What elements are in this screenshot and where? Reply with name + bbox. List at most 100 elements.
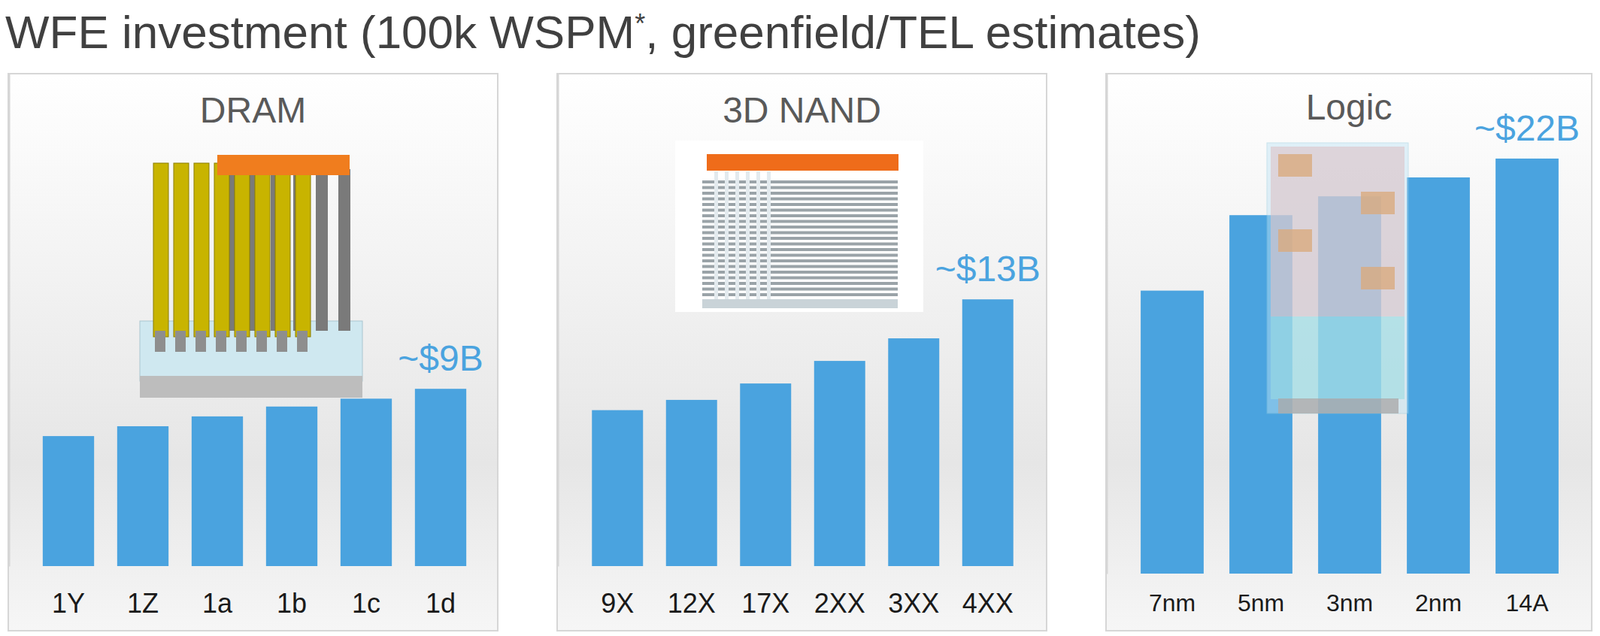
y-axis-line xyxy=(1106,74,1109,575)
illustration xyxy=(702,254,898,258)
x-tick: 1Z xyxy=(127,587,159,619)
illustration xyxy=(214,163,230,337)
illustration xyxy=(1266,142,1409,414)
panel-frame xyxy=(557,73,1047,631)
illustration xyxy=(153,163,169,337)
illustration xyxy=(702,287,898,291)
illustration xyxy=(702,293,898,297)
bars xyxy=(42,388,467,567)
x-tick: 2nm xyxy=(1415,589,1462,617)
x-tick: 4XX xyxy=(962,587,1014,619)
illustration xyxy=(706,154,899,171)
x-tick-label: 17X xyxy=(741,587,790,619)
illustration xyxy=(702,203,898,207)
illustration xyxy=(702,276,898,280)
illustration xyxy=(702,231,898,235)
illustration xyxy=(702,270,898,274)
illustration xyxy=(173,163,189,337)
main-title: WFE investment (100k WSPM*, greenfield/T… xyxy=(5,6,1201,58)
bar xyxy=(415,388,467,567)
x-tick-label: 1a xyxy=(202,587,234,619)
illustration xyxy=(276,330,288,352)
illustration xyxy=(702,242,898,246)
x-tick: 1a xyxy=(202,587,234,619)
panel-title: Logic xyxy=(1306,87,1393,128)
x-tick: 2XX xyxy=(814,587,866,619)
x-tick: 1Y xyxy=(51,587,85,619)
illustration xyxy=(702,180,898,184)
bar xyxy=(191,416,243,567)
bar xyxy=(739,383,791,567)
x-tick: 5nm xyxy=(1237,589,1285,617)
panel: Logic7nm5nm3nm2nm14A~$22B xyxy=(1106,73,1592,631)
bar xyxy=(591,410,643,567)
illustration xyxy=(702,236,898,240)
illustration xyxy=(702,281,898,285)
annotation: ~$22B xyxy=(1474,108,1580,149)
illustration xyxy=(702,265,898,269)
bar xyxy=(266,406,318,567)
illustration xyxy=(234,163,250,337)
panel-frame xyxy=(8,73,498,631)
illustration xyxy=(338,169,351,331)
bar xyxy=(887,338,940,567)
panel-frame xyxy=(1106,73,1592,631)
x-tick: 1c xyxy=(351,587,381,619)
x-tick: 7nm xyxy=(1148,589,1196,617)
illustration xyxy=(175,330,186,352)
y-axis-line xyxy=(557,74,560,567)
bar xyxy=(42,436,94,567)
illustration xyxy=(256,330,267,352)
x-tick-label: 2nm xyxy=(1415,589,1462,617)
x-tick: 9X xyxy=(600,587,634,619)
illustration xyxy=(193,163,210,337)
bar xyxy=(962,299,1014,567)
bar xyxy=(117,426,169,567)
x-tick-label: 14A xyxy=(1506,589,1550,617)
panel: DRAM1Y1Z1a1b1c1d~$9B xyxy=(8,73,498,631)
annotation: ~$9B xyxy=(397,338,483,379)
illustration-group xyxy=(1266,142,1409,414)
illustration xyxy=(195,330,207,352)
x-tick: 14A xyxy=(1506,589,1550,617)
x-tick: 1d xyxy=(425,587,456,619)
illustration xyxy=(217,154,350,176)
illustration xyxy=(315,169,328,331)
illustration xyxy=(215,330,227,352)
illustration xyxy=(714,171,719,300)
illustration xyxy=(702,225,898,229)
y-axis xyxy=(1106,74,1108,575)
illustration xyxy=(236,330,247,352)
y-axis-line xyxy=(9,74,11,567)
x-tick-label: 2XX xyxy=(814,587,866,619)
illustration xyxy=(675,140,924,313)
x-tick: 12X xyxy=(667,587,716,619)
illustration-group xyxy=(139,154,363,398)
illustration xyxy=(139,375,363,398)
illustration xyxy=(745,171,750,300)
y-axis xyxy=(9,74,10,567)
illustration xyxy=(702,214,898,218)
bar xyxy=(1140,290,1204,574)
illustration xyxy=(295,163,311,337)
x-tick-label: 4XX xyxy=(962,587,1014,619)
bar xyxy=(1406,177,1470,574)
illustration xyxy=(154,330,166,352)
panel-title: 3D NAND xyxy=(722,90,882,131)
illustration xyxy=(735,171,740,300)
illustration xyxy=(1278,398,1399,414)
illustration-group xyxy=(675,140,924,313)
illustration xyxy=(702,186,898,190)
illustration xyxy=(702,191,898,195)
x-tick: 1b xyxy=(276,587,307,619)
y-axis xyxy=(557,74,559,567)
bar xyxy=(666,400,718,567)
x-tick-label: 1Y xyxy=(51,587,85,619)
x-tick-label: 5nm xyxy=(1237,589,1285,617)
x-tick-label: 9X xyxy=(600,587,634,619)
x-tick-label: 1b xyxy=(276,587,307,619)
x-tick-label: 7nm xyxy=(1148,589,1196,617)
x-tick: 17X xyxy=(741,587,790,619)
bars xyxy=(591,299,1013,567)
illustration xyxy=(702,220,898,224)
